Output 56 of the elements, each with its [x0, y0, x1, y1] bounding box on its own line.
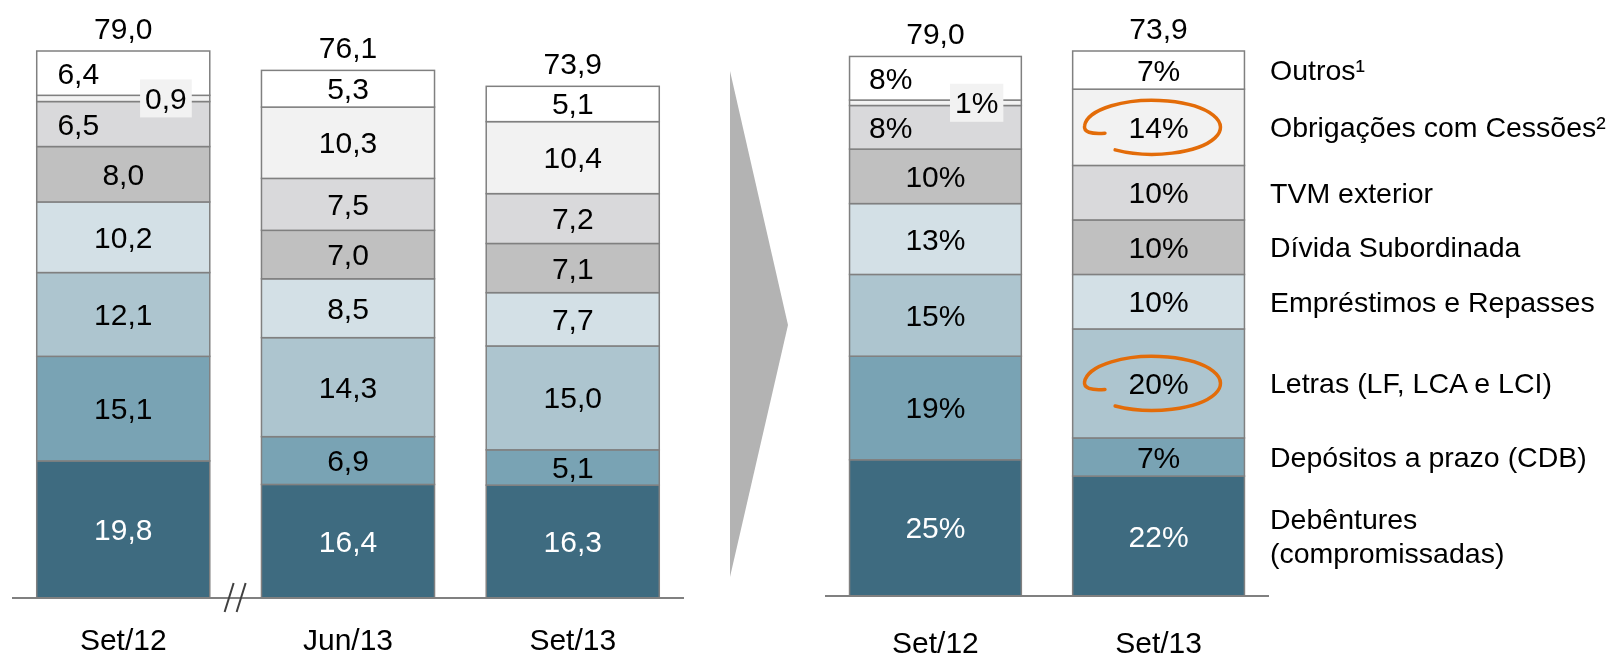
data-label: 19%	[905, 391, 966, 425]
series-label: Outros¹	[1270, 54, 1366, 87]
data-label: 15,1	[94, 392, 153, 426]
data-label: 7,1	[551, 251, 594, 285]
total-label: 73,9	[543, 47, 602, 81]
data-label: 8%	[869, 110, 913, 144]
data-label: 12,1	[94, 297, 153, 331]
data-label: 10,2	[94, 220, 153, 254]
data-label: 10,4	[543, 141, 602, 175]
x-tick-label: Set/13	[1115, 626, 1202, 657]
data-label: 15,0	[543, 381, 602, 415]
data-label: 22%	[1128, 519, 1189, 553]
series-label: TVM exterior	[1270, 176, 1434, 209]
data-label: 10%	[1128, 230, 1189, 264]
data-label: 25%	[905, 511, 966, 545]
data-label: 20%	[1128, 366, 1189, 400]
data-label: 7,7	[551, 302, 594, 336]
data-label: 7,0	[327, 238, 369, 272]
x-tick-label: Set/12	[892, 626, 979, 657]
data-label: 7%	[1136, 53, 1181, 87]
data-label: 14,3	[318, 370, 378, 404]
x-tick-label: Set/13	[529, 623, 617, 656]
data-label: 5,1	[551, 450, 594, 484]
total-label: 76,1	[318, 31, 378, 65]
series-label: Depósitos a prazo (CDB)	[1270, 441, 1587, 473]
x-tick-label: Set/12	[79, 623, 167, 656]
series-label: Debêntures (compromissadas)	[1270, 502, 1505, 570]
series-label: Letras (LF, LCA e LCI)	[1270, 367, 1552, 400]
data-label: 16,4	[318, 524, 378, 558]
data-label: 15%	[905, 298, 966, 332]
series-label: Obrigações com Cessões²	[1270, 111, 1606, 144]
series-label: Dívida Subordinada	[1270, 231, 1521, 264]
x-tick-label: Jun/13	[302, 623, 394, 656]
data-label: 8%	[869, 61, 913, 95]
data-label: 10,3	[318, 126, 378, 160]
data-label: 6,9	[327, 444, 369, 478]
data-label: 5,3	[327, 72, 369, 106]
data-label: 10%	[905, 159, 966, 193]
data-label: 13%	[905, 222, 966, 256]
data-label: 6,4	[57, 56, 100, 90]
total-label: 79,0	[94, 12, 153, 45]
annotation: 73,9	[1129, 12, 1188, 45]
data-label: 8,0	[102, 157, 145, 191]
data-label: 16,3	[543, 525, 602, 559]
data-label: 14%	[1128, 110, 1189, 144]
data-label: 7,2	[551, 202, 594, 236]
data-label: 6,5	[57, 107, 100, 141]
data-label: 8,5	[327, 291, 369, 325]
data-label: 10%	[1128, 176, 1189, 210]
annotation: 79,0	[906, 17, 965, 51]
data-label: 19,8	[94, 512, 153, 546]
data-label: 10%	[1128, 285, 1189, 319]
data-label: 7%	[1136, 440, 1181, 474]
data-label: 5,1	[551, 87, 594, 121]
series-label: Empréstimos e Repasses	[1270, 285, 1595, 318]
data-label: 7,5	[327, 187, 369, 221]
